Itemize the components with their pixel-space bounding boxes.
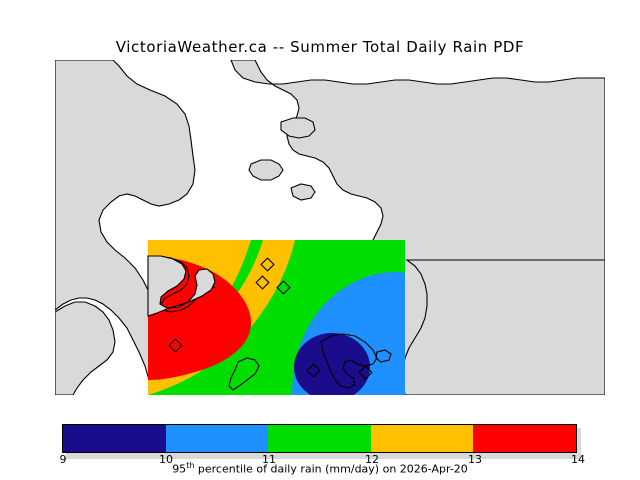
diamond-marker-icon[interactable] [260,257,275,272]
station-marker-layer[interactable] [168,257,373,380]
colorbar-caption: 95th percentile of daily rain (mm/day) o… [0,461,640,476]
map-panel[interactable] [55,60,605,395]
coastal-peninsula-a [248,159,284,181]
colorbar-tick-5: 14 [571,453,585,466]
colorbar-tick-0: 9 [59,453,67,466]
island-east-nub [375,349,392,363]
contour-fill-layer [148,240,405,395]
map-canvas [55,60,605,395]
diamond-marker-icon[interactable] [358,365,373,380]
mainland-polygon [55,60,196,395]
west-coast-sliver [55,301,116,395]
diamond-marker-icon[interactable] [255,275,270,290]
colorbar-tick-2: 11 [262,453,276,466]
caption-prefix: 95 [172,462,187,476]
coastal-peninsula-b [280,117,316,139]
island-large [320,333,378,389]
colorbar-band-red[interactable] [473,425,576,452]
diamond-marker-icon[interactable] [276,280,291,295]
caption-rest: percentile of daily rain (mm/day) on 202… [194,462,468,476]
coastal-notch-c [290,183,316,201]
colorbar-band-green[interactable] [268,425,371,452]
colorbar[interactable] [62,424,577,453]
colorbar-band-amber[interactable] [370,425,474,452]
colorbar-band-navy[interactable] [63,425,166,452]
colorbar-tick-1: 10 [159,453,173,466]
landmass-layer [55,60,605,395]
island-small-west [228,357,260,391]
inlet-coast [147,255,216,317]
colorbar-ticks: 9 10 11 12 13 14 [0,453,640,469]
figure-title: VictoriaWeather.ca -- Summer Total Daily… [115,38,525,56]
south-east-land [402,259,605,395]
coastline-overlay [147,255,392,391]
colorbar-band-blue[interactable] [165,425,269,452]
diamond-marker-icon[interactable] [168,338,183,353]
colorbar-tick-4: 13 [468,453,482,466]
diamond-marker-icon[interactable] [306,363,321,378]
caption-superscript: th [186,461,195,470]
contour-band-navy [294,333,370,395]
colorbar-tick-3: 12 [365,453,379,466]
